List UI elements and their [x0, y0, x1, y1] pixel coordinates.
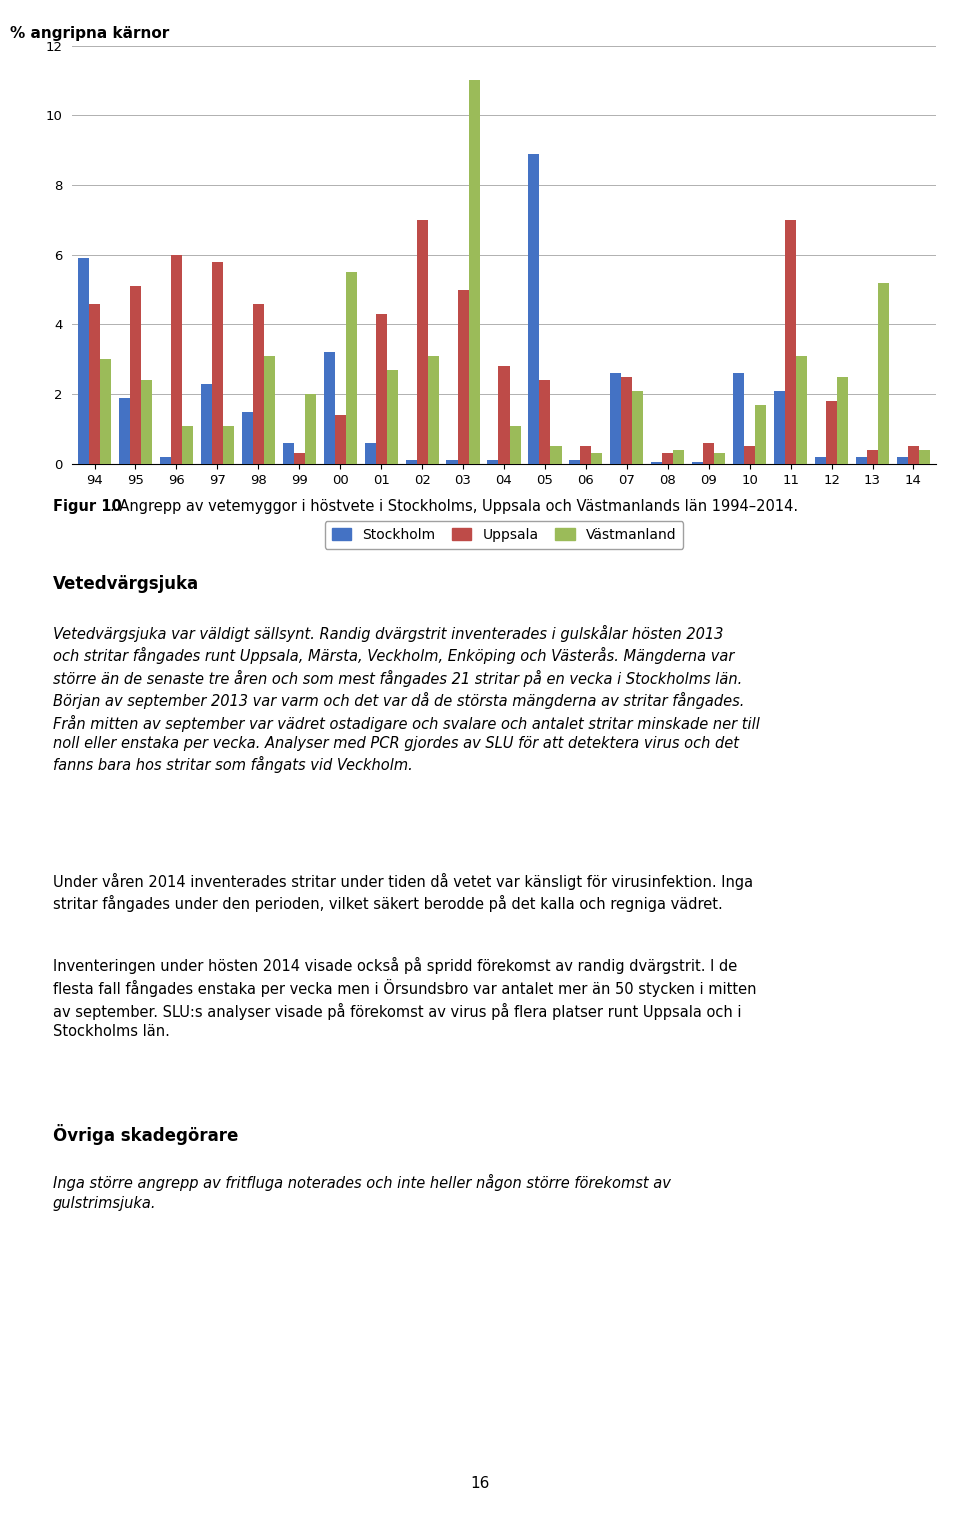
- Bar: [488, 461, 498, 464]
- Bar: [897, 456, 908, 464]
- Bar: [856, 456, 867, 464]
- Bar: [591, 453, 603, 464]
- Bar: [756, 405, 766, 464]
- Bar: [908, 447, 919, 464]
- Bar: [468, 81, 480, 464]
- Bar: [785, 221, 796, 464]
- Bar: [458, 289, 468, 464]
- Bar: [119, 397, 130, 464]
- Bar: [704, 443, 714, 464]
- Bar: [867, 450, 878, 464]
- Legend: Stockholm, Uppsala, Västmanland: Stockholm, Uppsala, Västmanland: [324, 522, 684, 549]
- Bar: [78, 259, 89, 464]
- Bar: [621, 377, 633, 464]
- Bar: [510, 426, 520, 464]
- Bar: [304, 394, 316, 464]
- Text: Vetedvärgsjuka: Vetedvärgsjuka: [53, 575, 199, 593]
- Bar: [427, 356, 439, 464]
- Bar: [212, 262, 223, 464]
- Bar: [815, 456, 826, 464]
- Bar: [528, 154, 540, 464]
- Bar: [446, 461, 458, 464]
- Bar: [651, 462, 662, 464]
- Bar: [141, 380, 152, 464]
- Bar: [100, 359, 111, 464]
- Bar: [498, 367, 510, 464]
- Bar: [387, 370, 397, 464]
- Bar: [242, 412, 252, 464]
- Text: Figur 10: Figur 10: [53, 499, 122, 514]
- Bar: [837, 377, 849, 464]
- Bar: [692, 462, 704, 464]
- Bar: [581, 447, 591, 464]
- Bar: [264, 356, 275, 464]
- Bar: [405, 461, 417, 464]
- Text: Inventeringen under hösten 2014 visade också på spridd förekomst av randig dvärg: Inventeringen under hösten 2014 visade o…: [53, 957, 756, 1039]
- Bar: [201, 383, 212, 464]
- Text: 16: 16: [470, 1475, 490, 1491]
- Bar: [365, 443, 375, 464]
- Bar: [673, 450, 684, 464]
- Bar: [774, 391, 785, 464]
- Bar: [550, 447, 562, 464]
- Bar: [796, 356, 807, 464]
- Bar: [252, 304, 264, 464]
- Bar: [919, 450, 930, 464]
- Bar: [633, 391, 643, 464]
- Bar: [182, 426, 193, 464]
- Bar: [569, 461, 581, 464]
- Bar: [417, 221, 427, 464]
- Bar: [89, 304, 100, 464]
- Bar: [375, 313, 387, 464]
- Text: . Angrepp av vetemyggor i höstvete i Stockholms, Uppsala och Västmanlands län 19: . Angrepp av vetemyggor i höstvete i Sto…: [110, 499, 799, 514]
- Bar: [335, 415, 346, 464]
- Bar: [611, 373, 621, 464]
- Bar: [346, 272, 357, 464]
- Bar: [324, 353, 335, 464]
- Text: % angripna kärnor: % angripna kärnor: [10, 26, 169, 41]
- Bar: [733, 373, 744, 464]
- Bar: [130, 286, 141, 464]
- Text: Övriga skadegörare: Övriga skadegörare: [53, 1124, 238, 1145]
- Text: Under våren 2014 inventerades stritar under tiden då vetet var känsligt för viru: Under våren 2014 inventerades stritar un…: [53, 873, 753, 913]
- Bar: [294, 453, 304, 464]
- Text: Inga större angrepp av fritfluga noterades och inte heller någon större förekoms: Inga större angrepp av fritfluga noterad…: [53, 1174, 671, 1211]
- Bar: [662, 453, 673, 464]
- Bar: [223, 426, 234, 464]
- Bar: [878, 283, 889, 464]
- Bar: [282, 443, 294, 464]
- Bar: [744, 447, 756, 464]
- Bar: [171, 254, 182, 464]
- Bar: [826, 402, 837, 464]
- Bar: [714, 453, 726, 464]
- Text: Vetedvärgsjuka var väldigt sällsynt. Randig dvärgstrit inventerades i gulskålar : Vetedvärgsjuka var väldigt sällsynt. Ran…: [53, 625, 759, 773]
- Bar: [159, 456, 171, 464]
- Bar: [540, 380, 550, 464]
